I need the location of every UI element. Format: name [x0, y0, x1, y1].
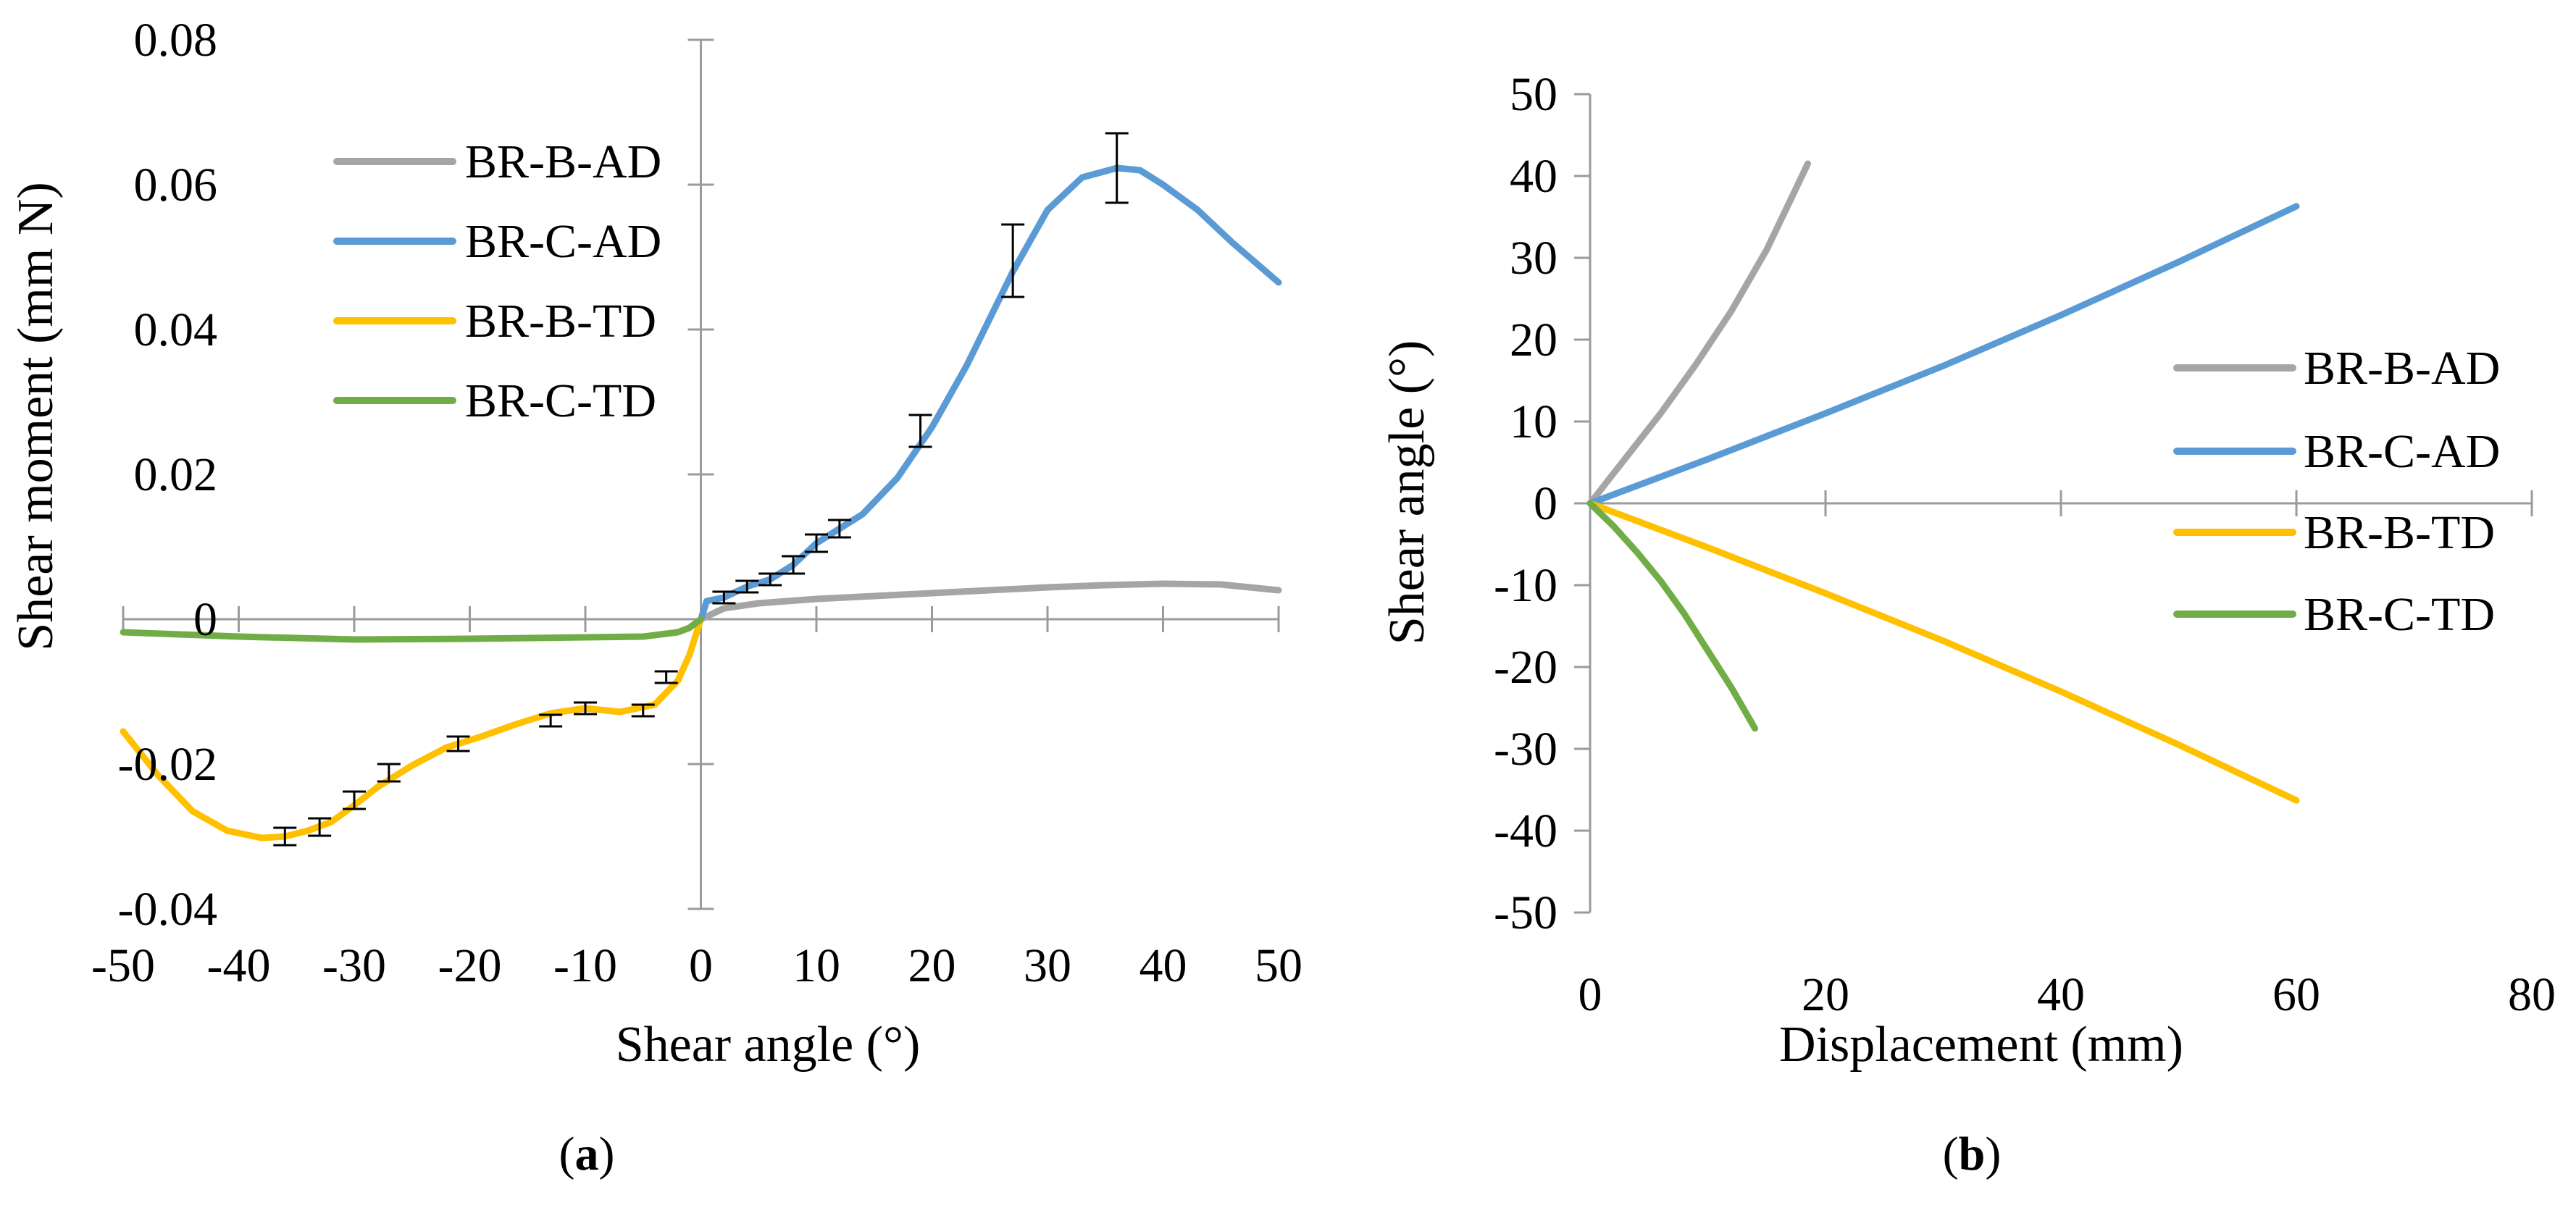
- panel-a-error-bar-br-b-td: [631, 703, 655, 718]
- panel-b-series-br-b-ad: [1586, 160, 1812, 507]
- panel-a-error-bar-br-c-ad: [805, 533, 828, 553]
- panel-b-tick-labels: 0 20 40 60 80 -50 -40 -30 -20 -10 0 10 20 30 40 50: [1494, 68, 2556, 1021]
- panel-a-x-tick-label: -40: [207, 939, 271, 992]
- panel-b-y-axis-title: Shear angle (°): [1379, 340, 1435, 645]
- panel-a-legend-label: BR-B-TD: [465, 295, 656, 348]
- panel-a-x-tick-label: -30: [322, 939, 386, 992]
- chart-panel-a: -50 -40 -30 -20 -10 0 10 20 30 40 50 -0.04 -0.02 0 0.0…: [8, 14, 1302, 1180]
- panel-a-x-tick-label: -20: [438, 939, 502, 992]
- panel-b-y-tick-label: 30: [1510, 232, 1557, 285]
- panel-a-y-tick-label: 0.06: [134, 159, 218, 211]
- panel-b-y-tick-label: -50: [1494, 886, 1557, 939]
- panel-a-y-axis-title: Shear moment (mm N): [8, 182, 64, 650]
- panel-a-error-bar-br-c-ad: [908, 414, 932, 448]
- panel-a-error-bar-br-b-td: [377, 763, 401, 783]
- panel-b-y-tick-label: -30: [1494, 723, 1557, 776]
- panel-b-y-tick-label: 40: [1510, 150, 1557, 203]
- panel-b-legend-label: BR-C-TD: [2304, 588, 2495, 641]
- panel-a-x-tick-label: 20: [908, 939, 956, 992]
- panel-a-series-br-b-ad: [698, 580, 1282, 623]
- panel-a-error-bar-br-b-td: [308, 817, 332, 837]
- panel-a-legend: BR-B-AD BR-C-AD BR-B-TD BR-C-TD: [333, 135, 661, 427]
- panel-a-error-bar-br-b-td: [273, 826, 297, 847]
- panel-a-error-bar-br-c-ad: [827, 519, 851, 539]
- panel-a-x-tick-label: 50: [1255, 939, 1302, 992]
- panel-a-error-bars: [273, 132, 1129, 847]
- panel-b-y-tick-label: -40: [1494, 805, 1557, 857]
- panel-b-legend-item: BR-C-AD: [2173, 425, 2500, 478]
- chart-panel-b: 0 20 40 60 80 -50 -40 -30 -20 -10 0 10 20 30 40 50 BR-B…: [1379, 68, 2556, 1180]
- panel-b-series-br-c-td: [1586, 500, 1758, 732]
- panel-b-x-axis-title: Displacement (mm): [1779, 1017, 2183, 1073]
- panel-a-error-bar-br-b-td: [446, 735, 470, 752]
- panel-a-error-bar-br-c-ad: [758, 572, 782, 587]
- panel-a-legend-item: BR-C-AD: [333, 215, 661, 268]
- panel-b-series-br-b-td: [1586, 500, 2300, 804]
- panel-b-legend-item: BR-B-AD: [2173, 342, 2500, 395]
- panel-a-x-tick-label: 40: [1139, 939, 1187, 992]
- panel-b-y-tick-label: 50: [1510, 68, 1557, 121]
- panel-a-y-tick-label: 0.08: [134, 14, 218, 67]
- panel-b-series: [1586, 160, 2300, 804]
- panel-a-y-tick-label: 0.02: [134, 448, 218, 501]
- panel-b-legend-item: BR-C-TD: [2173, 588, 2495, 641]
- panel-b-x-tick-label: 40: [2037, 968, 2085, 1021]
- panel-a-error-bar-br-c-ad: [1105, 132, 1129, 204]
- panel-a-error-bar-br-b-td: [539, 713, 563, 728]
- panel-a-x-axis-title: Shear angle (°): [616, 1017, 921, 1073]
- panel-a-series-br-b-td: [120, 616, 704, 842]
- panel-a-error-bar-br-c-ad: [782, 555, 806, 575]
- panel-b-legend-label: BR-B-TD: [2304, 506, 2495, 559]
- panel-a-label: (a): [559, 1128, 615, 1180]
- panel-a-x-tick-label: 0: [689, 939, 713, 992]
- panel-a-y-tick-label: 0: [193, 593, 217, 646]
- panel-a-x-tick-label: 10: [793, 939, 840, 992]
- panel-a-y-tick-label: 0.04: [134, 303, 218, 356]
- panel-a-legend-label: BR-B-AD: [465, 135, 661, 188]
- panel-b-x-tick-label: 0: [1578, 968, 1602, 1021]
- panel-a-tick-labels: -50 -40 -30 -20 -10 0 10 20 30 40 50 -0.04 -0.02 0 0.0…: [91, 14, 1302, 992]
- panel-a-legend-item: BR-C-TD: [333, 374, 656, 427]
- panel-a-error-bar-br-b-td: [654, 670, 678, 684]
- panel-b-series-br-c-ad: [1586, 203, 2300, 507]
- panel-a-error-bar-br-b-td: [343, 790, 366, 810]
- panel-a-x-tick-label: -10: [553, 939, 617, 992]
- panel-a-series-br-c-td: [120, 616, 704, 643]
- panel-a-legend-label: BR-C-AD: [465, 215, 661, 268]
- panel-a-error-bar-br-c-ad: [735, 579, 759, 594]
- panel-b-y-tick-label: 20: [1510, 314, 1557, 366]
- panel-b-legend: BR-B-AD BR-C-AD BR-B-TD BR-C-TD: [2173, 342, 2500, 641]
- panel-a-y-tick-label: -0.02: [118, 738, 217, 791]
- panel-a-legend-item: BR-B-AD: [333, 135, 661, 188]
- panel-a-x-tick-label: -50: [91, 939, 155, 992]
- panel-a-error-bar-br-c-ad: [1001, 223, 1025, 298]
- panel-b-y-tick-label: 10: [1510, 395, 1557, 448]
- panel-b-label: (b): [1943, 1128, 2002, 1180]
- panel-b-legend-item: BR-B-TD: [2173, 506, 2495, 559]
- panel-a-legend-label: BR-C-TD: [465, 374, 656, 427]
- panel-a-y-tick-label: -0.04: [118, 883, 217, 936]
- panel-a-series-br-c-ad: [698, 164, 1282, 623]
- panel-a-x-tick-label: 30: [1024, 939, 1071, 992]
- panel-b-axes: [1574, 93, 2533, 914]
- panel-b-legend-label: BR-C-AD: [2304, 425, 2500, 478]
- panel-b-legend-label: BR-B-AD: [2304, 342, 2500, 395]
- panel-a-legend-item: BR-B-TD: [333, 295, 656, 348]
- panel-a-error-bar-br-c-ad: [712, 590, 736, 605]
- panel-b-y-tick-label: -20: [1494, 641, 1557, 694]
- panel-b-x-tick-label: 80: [2508, 968, 2556, 1021]
- panel-b-x-tick-label: 60: [2272, 968, 2320, 1021]
- panel-b-x-tick-label: 20: [1802, 968, 1849, 1021]
- panel-b-y-tick-label: -10: [1494, 559, 1557, 612]
- panel-a-error-bar-br-b-td: [574, 701, 597, 716]
- panel-b-y-tick-label: 0: [1534, 477, 1557, 530]
